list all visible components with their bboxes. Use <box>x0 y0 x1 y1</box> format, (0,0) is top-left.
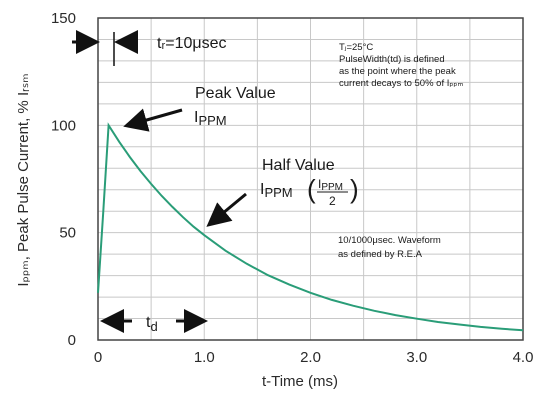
rise-time-label: tᵣ=10μsec <box>157 35 227 52</box>
waveform-line-1: 10/1000μsec. Waveform <box>338 235 441 246</box>
x-tick-label: 4.0 <box>513 349 534 366</box>
x-tick-labels: 0 1.0 2.0 3.0 4.0 <box>94 349 534 366</box>
pulse-width-annotation: td <box>100 309 208 334</box>
waveform-note: 10/1000μsec. Waveform as defined by R.E.… <box>338 235 441 260</box>
half-value-annotation: Half Value IPPM ( IPPM 2 ) <box>206 157 359 227</box>
y-axis-title: Iₚₚₘ, Peak Pulse Current, % Iᵣₛₘ <box>15 73 32 286</box>
y-tick-label: 100 <box>51 117 76 134</box>
x-tick-label: 1.0 <box>194 349 215 366</box>
y-tick-label: 150 <box>51 10 76 27</box>
half-value-paren-right: ) <box>350 174 359 204</box>
y-tick-labels: 0 50 100 150 <box>51 10 76 349</box>
peak-value-label: Peak Value <box>195 85 276 102</box>
x-tick-label: 3.0 <box>406 349 427 366</box>
x-axis-title: t-Time (ms) <box>262 373 338 390</box>
peak-value-symbol: IPPM <box>194 109 227 128</box>
y-tick-label: 50 <box>59 225 76 242</box>
peak-value-annotation: Peak Value IPPM <box>123 85 276 132</box>
y-tick-label: 0 <box>68 332 76 349</box>
half-value-symbol: IPPM <box>260 181 293 200</box>
note-line-3: current decays to 50% of Iₚₚₘ <box>339 78 463 89</box>
rise-time-annotation: tᵣ=10μsec <box>72 30 227 66</box>
half-value-paren-left: ( <box>307 174 316 204</box>
series-line-waveform <box>97 122 524 332</box>
note-line-1: PulseWidth(td) is defined <box>339 54 445 65</box>
note-tj: Tⱼ=25°C <box>339 42 373 53</box>
waveform-line-2: as defined by R.E.A <box>338 249 423 260</box>
x-tick-label: 2.0 <box>300 349 321 366</box>
x-tick-label: 0 <box>94 349 102 366</box>
note-line-2: as the point where the peak <box>339 66 456 77</box>
pulse-width-label: td <box>146 314 158 334</box>
half-value-label: Half Value <box>262 157 335 174</box>
plot-frame <box>97 17 524 341</box>
half-value-frac-den: 2 <box>329 194 336 208</box>
conditions-note: Tⱼ=25°C PulseWidth(td) is defined as the… <box>339 42 463 89</box>
grid-lines <box>98 18 523 340</box>
half-value-frac-num: IPPM <box>318 177 343 193</box>
